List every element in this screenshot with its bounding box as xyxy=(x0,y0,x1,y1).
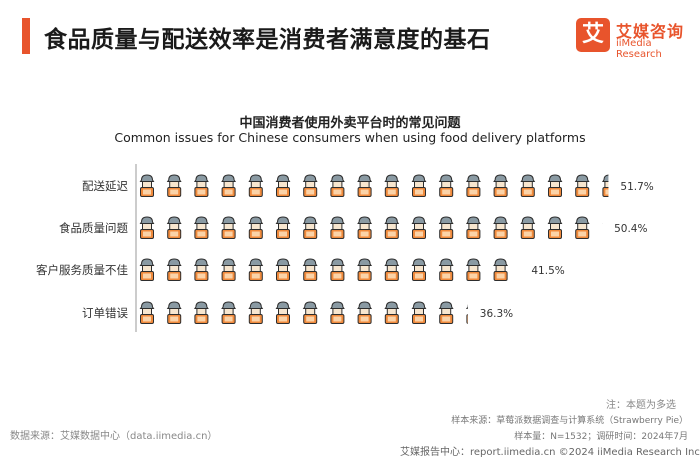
footer-data-source[interactable]: 数据来源：艾媒数据中心（data.iimedia.cn） xyxy=(10,431,218,442)
delivery-person-icon xyxy=(221,216,236,239)
delivery-person-icon xyxy=(493,216,508,239)
delivery-person-icon xyxy=(276,174,290,197)
footer-note: 注：本题为多选 xyxy=(606,400,676,411)
category-label: 客户服务质量不佳 xyxy=(36,263,128,277)
delivery-person-icon xyxy=(384,258,399,281)
bar-mark xyxy=(140,216,590,239)
bar-mark xyxy=(140,258,508,281)
delivery-person-icon xyxy=(439,301,454,324)
delivery-person-icon xyxy=(575,174,590,197)
delivery-person-icon xyxy=(248,216,263,239)
delivery-person-icon xyxy=(303,258,318,281)
delivery-person-icon xyxy=(548,216,562,239)
delivery-person-icon xyxy=(330,301,345,324)
delivery-person-icon xyxy=(384,216,399,239)
delivery-person-icon xyxy=(221,174,236,197)
delivery-person-icon xyxy=(412,301,426,324)
bar-row: 配送延迟 51.7% xyxy=(82,174,654,197)
delivery-person-icon xyxy=(439,258,454,281)
delivery-person-icon xyxy=(194,216,209,239)
delivery-person-icon xyxy=(248,174,263,197)
logo-mark-icon: 艾 xyxy=(576,18,610,52)
delivery-person-icon xyxy=(439,216,454,239)
delivery-person-icon xyxy=(221,258,236,281)
delivery-person-icon xyxy=(194,174,209,197)
delivery-person-icon xyxy=(384,174,399,197)
iimedia-logo[interactable]: 艾 艾媒咨询 iiMedia Research xyxy=(576,16,694,60)
category-label: 配送延迟 xyxy=(82,179,128,193)
delivery-person-icon xyxy=(330,216,345,239)
delivery-person-icon xyxy=(167,258,182,281)
bar-row: 订单错误 36.3% xyxy=(82,301,513,324)
delivery-person-icon xyxy=(357,216,372,239)
delivery-person-icon xyxy=(466,301,468,324)
delivery-person-icon xyxy=(167,301,182,324)
delivery-person-icon xyxy=(167,174,182,197)
delivery-person-icon xyxy=(330,174,345,197)
bar-row: 食品质量问题 50.4% xyxy=(59,216,648,239)
delivery-person-icon xyxy=(303,216,318,239)
logo-name-en: iiMedia Research xyxy=(616,38,662,60)
delivery-person-icon xyxy=(412,258,426,281)
delivery-person-icon xyxy=(140,174,154,197)
delivery-person-icon xyxy=(357,301,372,324)
footer-sample-source: 样本来源：草莓派数据调查与计算系统（Strawberry Pie） xyxy=(451,416,688,426)
delivery-person-icon xyxy=(167,216,182,239)
delivery-person-icon xyxy=(412,216,426,239)
delivery-person-icon xyxy=(194,258,209,281)
chart-title: 中国消费者使用外卖平台时的常见问题 xyxy=(239,116,461,131)
delivery-person-icon xyxy=(194,301,209,324)
delivery-person-icon xyxy=(303,301,318,324)
delivery-person-icon xyxy=(602,174,609,197)
delivery-person-icon xyxy=(520,174,535,197)
value-label: 36.3% xyxy=(480,308,513,320)
value-label: 51.7% xyxy=(620,181,653,193)
bar-mark xyxy=(140,174,609,197)
delivery-person-icon xyxy=(493,258,508,281)
chart-subtitle: Common issues for Chinese consumers when… xyxy=(114,130,586,145)
logo-name-cn: 艾媒咨询 xyxy=(616,22,685,41)
delivery-person-icon xyxy=(140,301,154,324)
value-label: 50.4% xyxy=(614,223,647,235)
delivery-person-icon xyxy=(439,174,454,197)
delivery-person-icon xyxy=(140,258,154,281)
delivery-person-icon xyxy=(303,174,318,197)
footer-sample-info: 样本量：N=1532；调研时间：2024年7月 xyxy=(514,432,688,442)
delivery-person-icon xyxy=(520,216,535,239)
value-label: 41.5% xyxy=(531,265,564,277)
delivery-person-icon xyxy=(412,174,426,197)
page-title: 食品质量与配送效率是消费者满意度的基石 xyxy=(44,27,491,53)
delivery-person-icon xyxy=(140,216,154,239)
delivery-person-icon xyxy=(466,174,481,197)
delivery-person-icon xyxy=(221,301,236,324)
category-label: 订单错误 xyxy=(82,306,128,320)
delivery-person-icon xyxy=(276,216,290,239)
delivery-person-icon xyxy=(248,258,263,281)
delivery-person-icon xyxy=(466,216,481,239)
bar-row: 客户服务质量不佳 41.5% xyxy=(36,258,565,281)
delivery-person-icon xyxy=(276,258,290,281)
delivery-person-icon xyxy=(575,216,590,239)
category-label: 食品质量问题 xyxy=(59,221,128,235)
delivery-person-icon xyxy=(384,301,399,324)
delivery-person-icon xyxy=(466,258,481,281)
footer-report-center[interactable]: 艾媒报告中心：report.iimedia.cn ©2024 iiMedia R… xyxy=(400,447,700,458)
delivery-person-icon xyxy=(248,301,263,324)
delivery-person-icon xyxy=(330,258,345,281)
delivery-person-icon xyxy=(357,258,372,281)
title-accent-bar xyxy=(22,18,30,54)
delivery-person-icon xyxy=(493,174,508,197)
bar-mark xyxy=(140,301,468,324)
delivery-person-icon xyxy=(276,301,290,324)
delivery-person-icon xyxy=(548,174,562,197)
delivery-person-icon xyxy=(357,174,372,197)
